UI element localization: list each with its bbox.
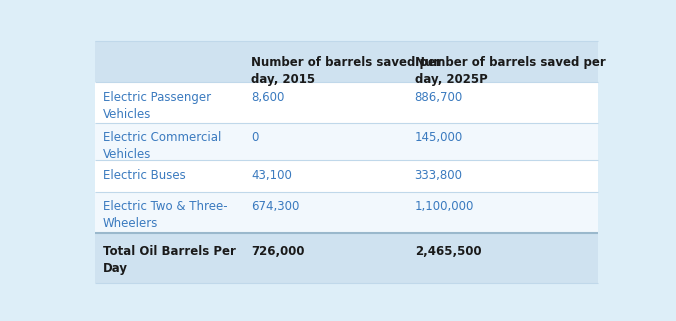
Text: 8,600: 8,600 [251,91,285,103]
Bar [95,160,598,192]
Bar [95,192,598,233]
Text: 145,000: 145,000 [414,131,463,144]
Text: Electric Passenger
Vehicles: Electric Passenger Vehicles [103,91,211,120]
Bar [95,233,598,283]
Text: Total Oil Barrels Per
Day: Total Oil Barrels Per Day [103,245,236,275]
Text: 333,800: 333,800 [414,169,462,182]
Text: Number of barrels saved per
day, 2015: Number of barrels saved per day, 2015 [251,56,442,86]
Text: 0: 0 [251,131,259,144]
Text: 674,300: 674,300 [251,201,299,213]
Text: 1,100,000: 1,100,000 [414,201,474,213]
Text: Electric Two & Three-
Wheelers: Electric Two & Three- Wheelers [103,201,227,230]
Text: 43,100: 43,100 [251,169,292,182]
Bar [95,123,598,160]
Text: Electric Commercial
Vehicles: Electric Commercial Vehicles [103,131,221,161]
Text: Electric Buses: Electric Buses [103,169,186,182]
Text: 726,000: 726,000 [251,245,305,258]
Text: 2,465,500: 2,465,500 [414,245,481,258]
Bar [95,41,598,82]
Bar [95,82,598,123]
Text: 886,700: 886,700 [414,91,463,103]
Text: Number of barrels saved per
day, 2025P: Number of barrels saved per day, 2025P [414,56,606,86]
